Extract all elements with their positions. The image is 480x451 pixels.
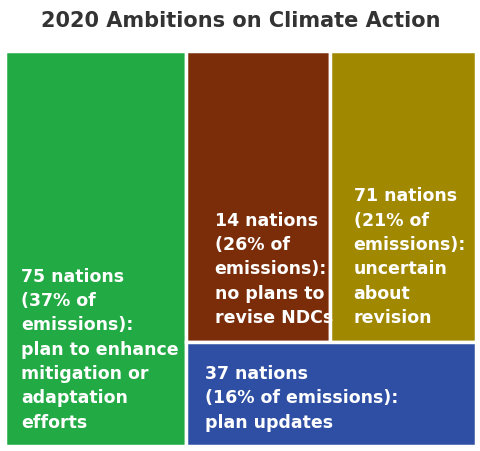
- Bar: [5, 52, 186, 446]
- Text: 14 nations
(26% of
emissions):
no plans to
revise NDCs: 14 nations (26% of emissions): no plans …: [214, 211, 332, 326]
- Text: 71 nations
(21% of
emissions):
uncertain
about
revision: 71 nations (21% of emissions): uncertain…: [353, 187, 465, 326]
- Text: 2020 Ambitions on Climate Action: 2020 Ambitions on Climate Action: [41, 11, 439, 31]
- Bar: [329, 52, 475, 342]
- Bar: [186, 52, 329, 342]
- Text: 75 nations
(37% of
emissions):
plan to enhance
mitigation or
adaptation
efforts: 75 nations (37% of emissions): plan to e…: [21, 267, 179, 431]
- Bar: [186, 342, 475, 446]
- Text: 37 nations
(16% of emissions):
plan updates: 37 nations (16% of emissions): plan upda…: [204, 364, 398, 431]
